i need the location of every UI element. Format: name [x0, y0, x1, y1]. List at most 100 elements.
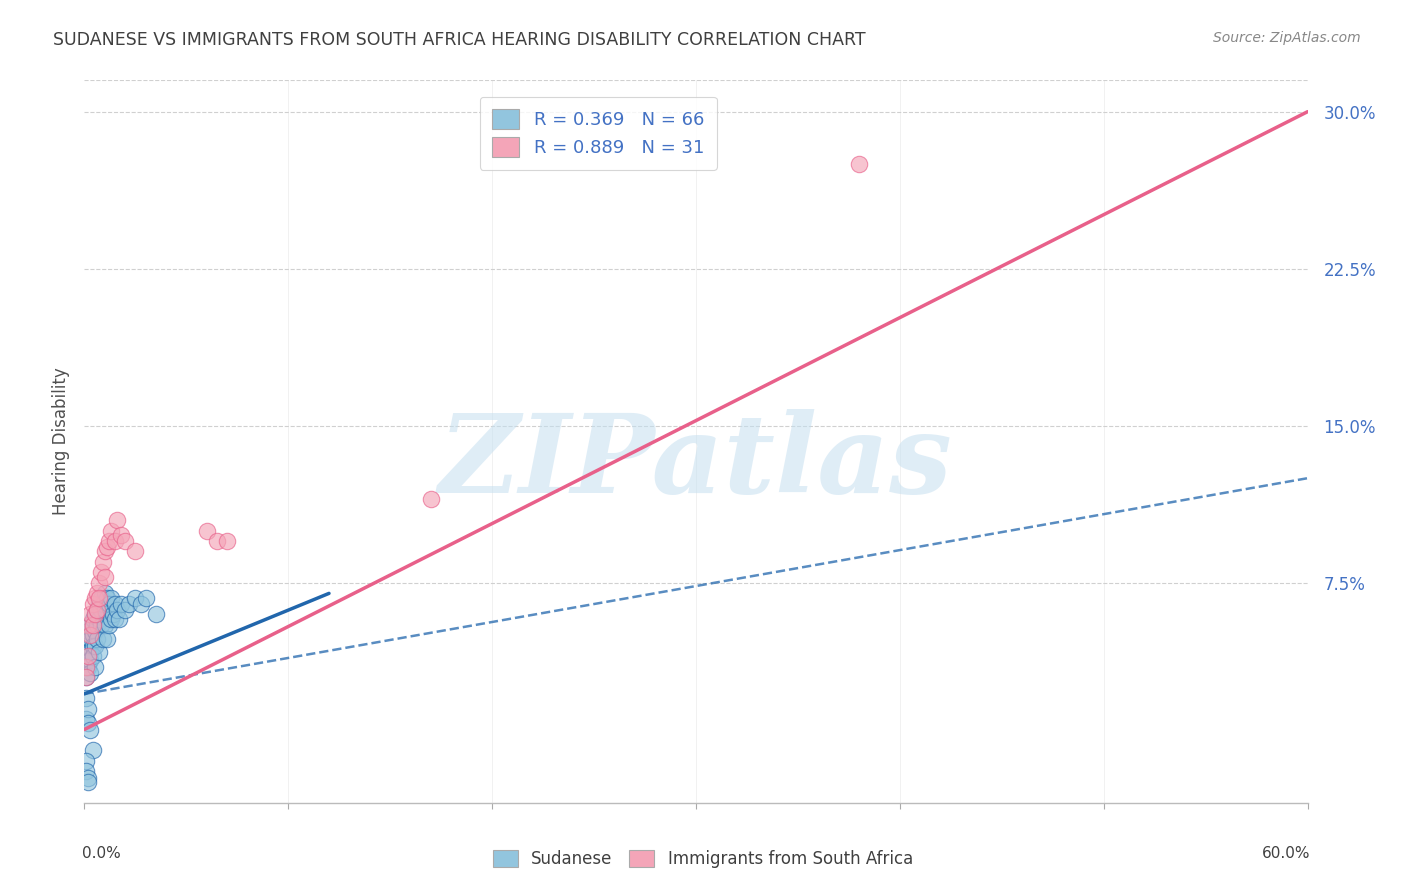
- Point: [83, 659, 105, 673]
- Point: [96, 591, 118, 605]
- Point: [93, 617, 115, 632]
- Point: [90, 617, 112, 632]
- Point: [75, 754, 97, 768]
- Point: [420, 492, 443, 507]
- Point: [93, 603, 115, 617]
- Point: [100, 611, 122, 625]
- Point: [79, 723, 101, 737]
- Point: [124, 591, 146, 605]
- Y-axis label: Hearing Disability: Hearing Disability: [52, 368, 70, 516]
- Point: [87, 645, 110, 659]
- Point: [86, 586, 108, 600]
- Point: [79, 645, 101, 659]
- Point: [75, 645, 97, 659]
- Point: [77, 628, 100, 642]
- Point: [105, 603, 128, 617]
- Point: [205, 534, 228, 549]
- Point: [93, 569, 115, 583]
- Point: [101, 607, 124, 622]
- Point: [75, 649, 97, 664]
- Point: [110, 597, 132, 611]
- Point: [91, 597, 114, 611]
- Point: [96, 632, 118, 647]
- Point: [77, 645, 100, 659]
- Legend: Sudanese, Immigrants from South Africa: Sudanese, Immigrants from South Africa: [486, 843, 920, 875]
- Point: [77, 624, 100, 638]
- Point: [97, 534, 120, 549]
- Point: [82, 611, 104, 625]
- Point: [104, 597, 127, 611]
- Point: [110, 527, 132, 541]
- Point: [82, 649, 104, 664]
- Point: [79, 607, 101, 622]
- Point: [114, 603, 136, 617]
- Point: [75, 670, 97, 684]
- Point: [79, 653, 101, 667]
- Point: [75, 659, 97, 673]
- Point: [848, 157, 870, 171]
- Point: [75, 670, 97, 684]
- Point: [75, 764, 97, 779]
- Point: [100, 591, 122, 605]
- Point: [104, 534, 127, 549]
- Point: [77, 716, 100, 731]
- Point: [82, 743, 104, 757]
- Text: 0.0%: 0.0%: [82, 847, 121, 861]
- Point: [77, 701, 100, 715]
- Point: [135, 591, 157, 605]
- Point: [87, 575, 110, 590]
- Point: [77, 771, 100, 785]
- Point: [75, 691, 97, 706]
- Point: [79, 628, 101, 642]
- Point: [87, 591, 110, 605]
- Point: [77, 653, 100, 667]
- Point: [77, 659, 100, 673]
- Point: [77, 649, 100, 664]
- Point: [87, 611, 110, 625]
- Point: [83, 639, 105, 653]
- Point: [114, 534, 136, 549]
- Point: [93, 544, 115, 558]
- Point: [79, 617, 101, 632]
- Point: [124, 544, 146, 558]
- Point: [105, 513, 128, 527]
- Point: [97, 597, 120, 611]
- Text: 60.0%: 60.0%: [1261, 847, 1310, 861]
- Point: [108, 611, 131, 625]
- Point: [90, 603, 112, 617]
- Point: [83, 624, 105, 638]
- Point: [217, 534, 239, 549]
- Point: [75, 712, 97, 726]
- Point: [86, 603, 108, 617]
- Point: [145, 607, 167, 622]
- Point: [91, 632, 114, 647]
- Point: [77, 617, 100, 632]
- Point: [79, 632, 101, 647]
- Point: [195, 524, 218, 538]
- Point: [86, 632, 108, 647]
- Point: [82, 628, 104, 642]
- Text: SUDANESE VS IMMIGRANTS FROM SOUTH AFRICA HEARING DISABILITY CORRELATION CHART: SUDANESE VS IMMIGRANTS FROM SOUTH AFRICA…: [53, 31, 866, 49]
- Point: [87, 597, 110, 611]
- Point: [83, 591, 105, 605]
- Point: [100, 524, 122, 538]
- Point: [79, 665, 101, 680]
- Legend: R = 0.369   N = 66, R = 0.889   N = 31: R = 0.369 N = 66, R = 0.889 N = 31: [479, 96, 717, 169]
- Text: Source: ZipAtlas.com: Source: ZipAtlas.com: [1213, 31, 1361, 45]
- Point: [90, 591, 112, 605]
- Point: [97, 617, 120, 632]
- Point: [118, 597, 141, 611]
- Point: [83, 607, 105, 622]
- Point: [104, 611, 127, 625]
- Point: [82, 617, 104, 632]
- Point: [75, 659, 97, 673]
- Point: [75, 653, 97, 667]
- Point: [83, 607, 105, 622]
- Point: [86, 603, 108, 617]
- Point: [82, 639, 104, 653]
- Point: [131, 597, 153, 611]
- Point: [96, 541, 118, 555]
- Point: [86, 617, 108, 632]
- Point: [90, 566, 112, 580]
- Point: [77, 775, 100, 789]
